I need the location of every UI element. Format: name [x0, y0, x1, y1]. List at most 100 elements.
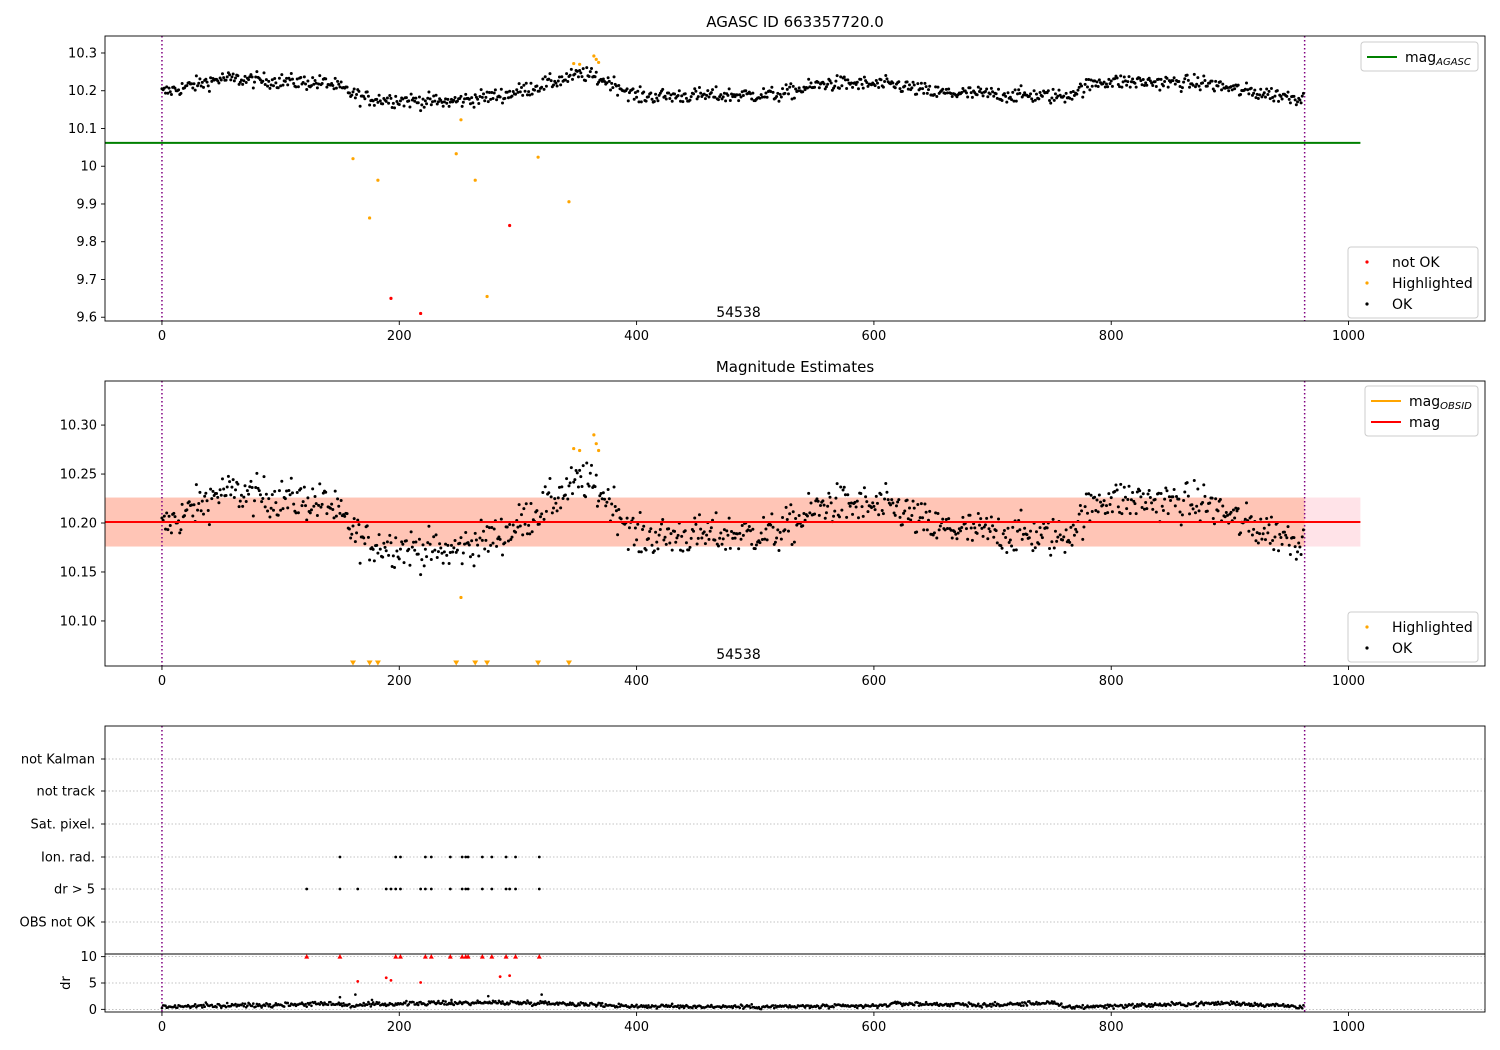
ok-point [689, 95, 693, 99]
ok-point [474, 538, 478, 542]
ok-point [890, 498, 894, 502]
ok-point [299, 487, 303, 491]
ok-point [966, 537, 970, 541]
ok-point [1275, 89, 1279, 93]
ok-point [440, 100, 444, 104]
ok-point [938, 524, 942, 528]
ok-point [693, 87, 697, 91]
dr-point [547, 1000, 551, 1004]
ok-point [274, 501, 278, 505]
ok-point [680, 534, 684, 538]
ok-point [594, 473, 598, 477]
ok-point [733, 536, 737, 540]
ok-point [1192, 72, 1196, 76]
ok-point [900, 89, 904, 93]
x-tick-label: 600 [861, 674, 886, 689]
ok-point [573, 478, 577, 482]
ok-point [285, 76, 289, 80]
ok-point [970, 538, 974, 542]
ok-point [160, 516, 164, 520]
ok-point [187, 500, 191, 504]
ok-point [866, 84, 870, 88]
ok-point [786, 92, 790, 96]
ok-point [1138, 76, 1142, 80]
ok-point [797, 514, 801, 518]
dr-point [1216, 1000, 1220, 1004]
ok-point [636, 522, 640, 526]
highlighted-point [459, 595, 463, 600]
ok-point [242, 495, 246, 499]
ok-point [737, 547, 741, 551]
dr-point [305, 1005, 309, 1008]
ok-point [510, 94, 514, 98]
ok-point [668, 96, 672, 100]
panel-title: AGASC ID 663357720.0 [706, 13, 884, 31]
ok-point [1034, 92, 1038, 96]
ok-point [740, 90, 744, 94]
ok-point [413, 548, 417, 552]
ok-point [1280, 542, 1284, 546]
ok-point [295, 490, 299, 494]
ok-point [203, 494, 207, 498]
y-tick-label: 10.2 [68, 84, 97, 99]
ok-point [368, 103, 372, 107]
ok-point [485, 525, 489, 529]
dr-point [1035, 1000, 1038, 1004]
ok-point [439, 546, 443, 550]
ok-point [1083, 505, 1087, 509]
ok-point [207, 89, 211, 93]
ok-point [1177, 497, 1181, 501]
ok-point [1101, 503, 1105, 507]
ok-point [1050, 540, 1054, 544]
y-tick-label: 10 [80, 160, 97, 175]
dr-clipped-marker [397, 954, 403, 959]
ok-point [446, 543, 450, 547]
ok-point [454, 550, 458, 554]
ok-point [760, 537, 764, 541]
ok-point [883, 79, 887, 83]
ok-point [1201, 81, 1205, 85]
ok-point [1108, 502, 1112, 506]
ok-point [1135, 490, 1139, 494]
ok-point [434, 533, 438, 537]
ok-point [270, 493, 274, 497]
ok-point [1271, 95, 1275, 99]
dr-point [337, 1001, 341, 1004]
dr-point [581, 1001, 585, 1005]
ok-point [423, 99, 427, 103]
ok-point [694, 522, 698, 526]
dr-point [1242, 1001, 1246, 1005]
dr-point [516, 1000, 520, 1004]
ok-point [815, 497, 819, 501]
ok-point [1150, 81, 1154, 85]
ok-point [372, 559, 376, 563]
dr-point [803, 1006, 807, 1009]
ok-point [937, 528, 941, 532]
ok-point [861, 86, 865, 90]
ok-point [859, 77, 863, 81]
dr-point [486, 994, 490, 998]
ok-point [228, 73, 232, 77]
ok-point [524, 81, 528, 85]
dr-point [160, 1006, 164, 1010]
ok-point [162, 514, 166, 518]
dr-point [310, 1004, 313, 1008]
ok-point [988, 92, 992, 96]
y-tick-label: 9.6 [76, 311, 97, 326]
ok-point [401, 542, 405, 546]
ok-point [388, 533, 392, 537]
ok-point [1070, 97, 1074, 101]
ok-point [1147, 488, 1151, 492]
ok-point [390, 565, 394, 569]
dr-point [313, 1000, 317, 1004]
ok-point [953, 530, 957, 534]
ok-point [985, 87, 989, 91]
ok-point [427, 524, 431, 528]
ok-point [387, 553, 391, 557]
ok-point [222, 76, 226, 80]
ok-point [1051, 87, 1055, 91]
ok-point [1208, 501, 1212, 505]
ok-point [892, 511, 896, 515]
